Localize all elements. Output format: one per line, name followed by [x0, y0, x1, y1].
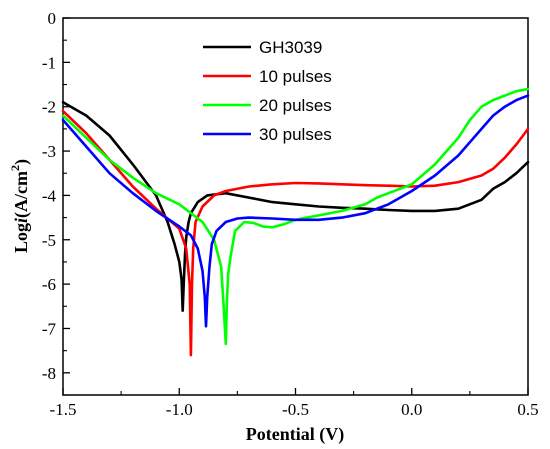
series-layer	[61, 87, 530, 357]
y-tick-label: 0	[48, 9, 57, 28]
y-tick-label: -3	[42, 142, 56, 161]
y-tick-label: -1	[42, 53, 56, 72]
legend-label-20-pulses: 20 pulses	[259, 96, 332, 115]
series-line-30-pulses	[61, 94, 530, 328]
y-tick-label: -7	[42, 319, 57, 338]
y-axis-title-part-b: i	[11, 218, 31, 223]
x-tick-label: -1.0	[166, 400, 193, 419]
x-tick-label: -1.5	[50, 400, 77, 419]
x-tick-label: 0.0	[401, 400, 422, 419]
legend: GH3039 10 pulses 20 pulses 30 pulses	[203, 38, 332, 144]
x-axis-title: Potential (V)	[246, 424, 344, 445]
y-axis-title-part-c: (A/cm	[11, 171, 32, 218]
y-tick-label: -2	[42, 98, 56, 117]
x-tick-label: 0.5	[517, 400, 538, 419]
series-line-20-pulses	[61, 87, 530, 346]
y-axis-title: Logi(A/cm2)	[8, 159, 32, 253]
plot-frame	[62, 17, 529, 396]
y-tick-label: -6	[42, 275, 56, 294]
axis-ticks: -1.5 -1.0 -0.5 0.0 0.5 0 -1 -2 -3 -4 -5 -6 -7 -8	[42, 9, 539, 419]
legend-label-gh3039: GH3039	[259, 38, 322, 57]
y-axis-title-part-a: Log	[11, 223, 31, 253]
y-tick-label: -5	[42, 231, 56, 250]
legend-label-30-pulses: 30 pulses	[259, 125, 332, 144]
series-line-gh3039	[61, 101, 530, 313]
x-tick-label: -0.5	[282, 400, 309, 419]
y-tick-label: -8	[42, 364, 56, 383]
y-tick-label: -4	[42, 186, 57, 205]
legend-label-10-pulses: 10 pulses	[259, 67, 332, 86]
y-axis-title-part-d: )	[11, 159, 32, 165]
y-axis-title-sup: 2	[8, 165, 22, 171]
